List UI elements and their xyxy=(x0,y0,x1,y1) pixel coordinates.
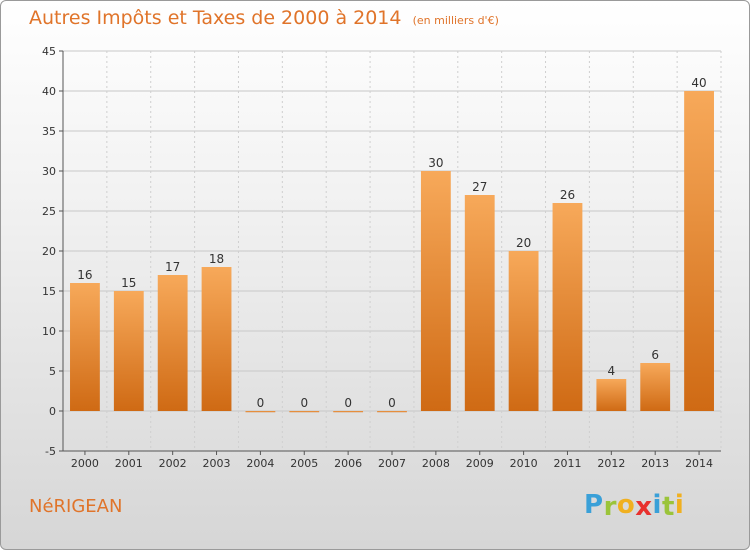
logo-letter: i xyxy=(652,490,662,520)
data-label-2014: 40 xyxy=(691,76,706,90)
data-label-2007: 0 xyxy=(388,396,396,410)
chart-title-unit: (en milliers d'€) xyxy=(412,14,499,27)
x-tick-label: 2000 xyxy=(71,457,99,470)
bar-2003 xyxy=(201,267,232,411)
bar-2011 xyxy=(552,203,583,411)
commune-name: NéRIGEAN xyxy=(29,496,123,517)
y-tick-label: 15 xyxy=(42,285,56,298)
data-label-2011: 26 xyxy=(560,188,575,202)
x-tick-label: 2014 xyxy=(685,457,713,470)
bar-2006 xyxy=(333,411,364,413)
bar-2013 xyxy=(640,363,671,411)
bar-2009 xyxy=(464,195,495,411)
logo-letter: t xyxy=(661,492,675,522)
x-tick-label: 2003 xyxy=(203,457,231,470)
x-tick-label: 2013 xyxy=(641,457,669,470)
y-tick-label: 35 xyxy=(42,125,56,138)
bar-2001 xyxy=(113,291,144,411)
logo-letter: x xyxy=(635,492,653,522)
bar-2010 xyxy=(508,251,539,411)
bar-2007 xyxy=(377,411,407,413)
data-label-2010: 20 xyxy=(516,236,531,250)
data-label-2006: 0 xyxy=(344,396,352,410)
x-tick-label: 2012 xyxy=(597,457,625,470)
x-tick-label: 2007 xyxy=(378,457,406,470)
y-tick-label: -5 xyxy=(45,445,56,458)
logo-letter: r xyxy=(603,492,617,522)
y-tick-label: 5 xyxy=(49,365,56,378)
x-tick-label: 2006 xyxy=(334,457,362,470)
bar-2000 xyxy=(70,283,100,411)
logo-letter: i xyxy=(674,490,685,520)
bar-2014 xyxy=(684,91,714,411)
y-tick-label: 40 xyxy=(42,85,56,98)
logo-letter: o xyxy=(616,490,636,520)
data-label-2000: 16 xyxy=(77,268,92,282)
y-tick-label: 0 xyxy=(49,405,56,418)
data-label-2002: 17 xyxy=(165,260,180,274)
y-tick-label: 45 xyxy=(42,45,56,58)
data-label-2012: 4 xyxy=(608,364,616,378)
chart-title: Autres Impôts et Taxes de 2000 à 2014 (e… xyxy=(29,7,499,29)
x-tick-label: 2009 xyxy=(466,457,494,470)
bar-2002 xyxy=(157,275,188,411)
data-labels: 16 15 17 18 0 0 0 0 30 27 20 26 4 6 40 xyxy=(77,76,706,410)
bar-2004 xyxy=(245,411,276,413)
data-label-2003: 18 xyxy=(209,252,224,266)
y-tick-label: 25 xyxy=(42,205,56,218)
x-tick-label: 2011 xyxy=(553,457,581,470)
x-tick-label: 2004 xyxy=(246,457,274,470)
proxiti-logo: Proxiti xyxy=(584,490,685,522)
x-tick-label: 2005 xyxy=(290,457,318,470)
x-tick-label: 2008 xyxy=(422,457,450,470)
logo-letter: P xyxy=(584,490,604,520)
x-tick-label: 2001 xyxy=(115,457,143,470)
data-label-2013: 6 xyxy=(651,348,659,362)
bar-2005 xyxy=(289,411,320,413)
data-label-2009: 27 xyxy=(472,180,487,194)
data-label-2004: 0 xyxy=(257,396,265,410)
data-label-2008: 30 xyxy=(428,156,443,170)
y-tick-label: 30 xyxy=(42,165,56,178)
data-label-2001: 15 xyxy=(121,276,136,290)
chart-title-main: Autres Impôts et Taxes de 2000 à 2014 xyxy=(29,7,402,29)
data-label-2005: 0 xyxy=(300,396,308,410)
x-tick-label: 2010 xyxy=(510,457,538,470)
bar-2008 xyxy=(420,171,451,411)
bar-2012 xyxy=(596,379,627,411)
bars xyxy=(70,91,714,413)
y-tick-label: 10 xyxy=(42,325,56,338)
x-tick-label: 2002 xyxy=(159,457,187,470)
y-tick-label: 20 xyxy=(42,245,56,258)
